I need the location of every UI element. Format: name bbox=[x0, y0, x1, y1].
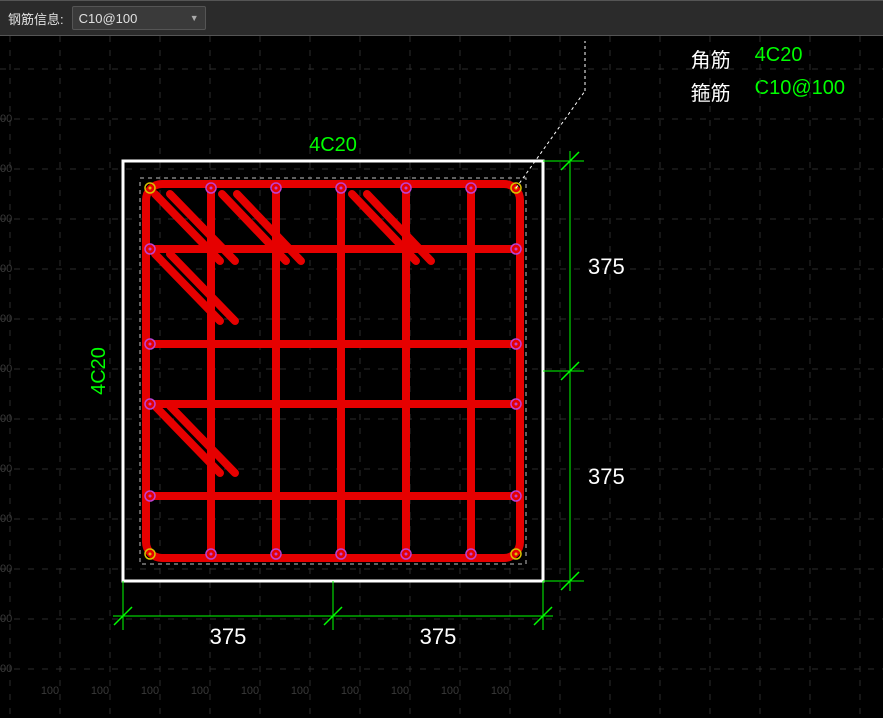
svg-text:00: 00 bbox=[0, 213, 12, 225]
svg-text:100: 100 bbox=[491, 685, 509, 697]
drawing-canvas[interactable]: 角筋 4C20 箍筋 C10@100 000000000000000000000… bbox=[0, 36, 883, 718]
svg-text:100: 100 bbox=[341, 685, 359, 697]
toolbar: 钢筋信息: C10@100 ▼ bbox=[0, 0, 883, 36]
svg-text:00: 00 bbox=[0, 263, 12, 275]
svg-text:00: 00 bbox=[0, 113, 12, 125]
svg-text:375: 375 bbox=[420, 624, 457, 649]
svg-text:100: 100 bbox=[191, 685, 209, 697]
svg-text:100: 100 bbox=[441, 685, 459, 697]
svg-text:100: 100 bbox=[241, 685, 259, 697]
svg-text:100: 100 bbox=[141, 685, 159, 697]
svg-text:100: 100 bbox=[91, 685, 109, 697]
svg-text:00: 00 bbox=[0, 663, 12, 675]
svg-text:00: 00 bbox=[0, 363, 12, 375]
svg-text:00: 00 bbox=[0, 413, 12, 425]
svg-text:00: 00 bbox=[0, 613, 12, 625]
svg-text:00: 00 bbox=[0, 313, 12, 325]
svg-text:375: 375 bbox=[588, 464, 625, 489]
svg-text:375: 375 bbox=[588, 254, 625, 279]
toolbar-label: 钢筋信息: bbox=[8, 9, 64, 28]
svg-text:00: 00 bbox=[0, 163, 12, 175]
svg-text:4C20: 4C20 bbox=[309, 134, 357, 156]
svg-text:375: 375 bbox=[210, 624, 247, 649]
svg-text:4C20: 4C20 bbox=[88, 347, 110, 395]
rebar-info-select-value: C10@100 bbox=[79, 11, 138, 26]
svg-text:00: 00 bbox=[0, 463, 12, 475]
svg-text:100: 100 bbox=[41, 685, 59, 697]
svg-text:100: 100 bbox=[391, 685, 409, 697]
svg-text:00: 00 bbox=[0, 513, 12, 525]
rebar-info-select[interactable]: C10@100 ▼ bbox=[72, 6, 206, 30]
chevron-down-icon: ▼ bbox=[190, 13, 199, 23]
section-drawing: 00 00 00 00 00 00 00 00 00 00 00 00 100 100 100 100 100 1… bbox=[0, 36, 883, 718]
svg-text:00: 00 bbox=[0, 563, 12, 575]
svg-text:100: 100 bbox=[291, 685, 309, 697]
